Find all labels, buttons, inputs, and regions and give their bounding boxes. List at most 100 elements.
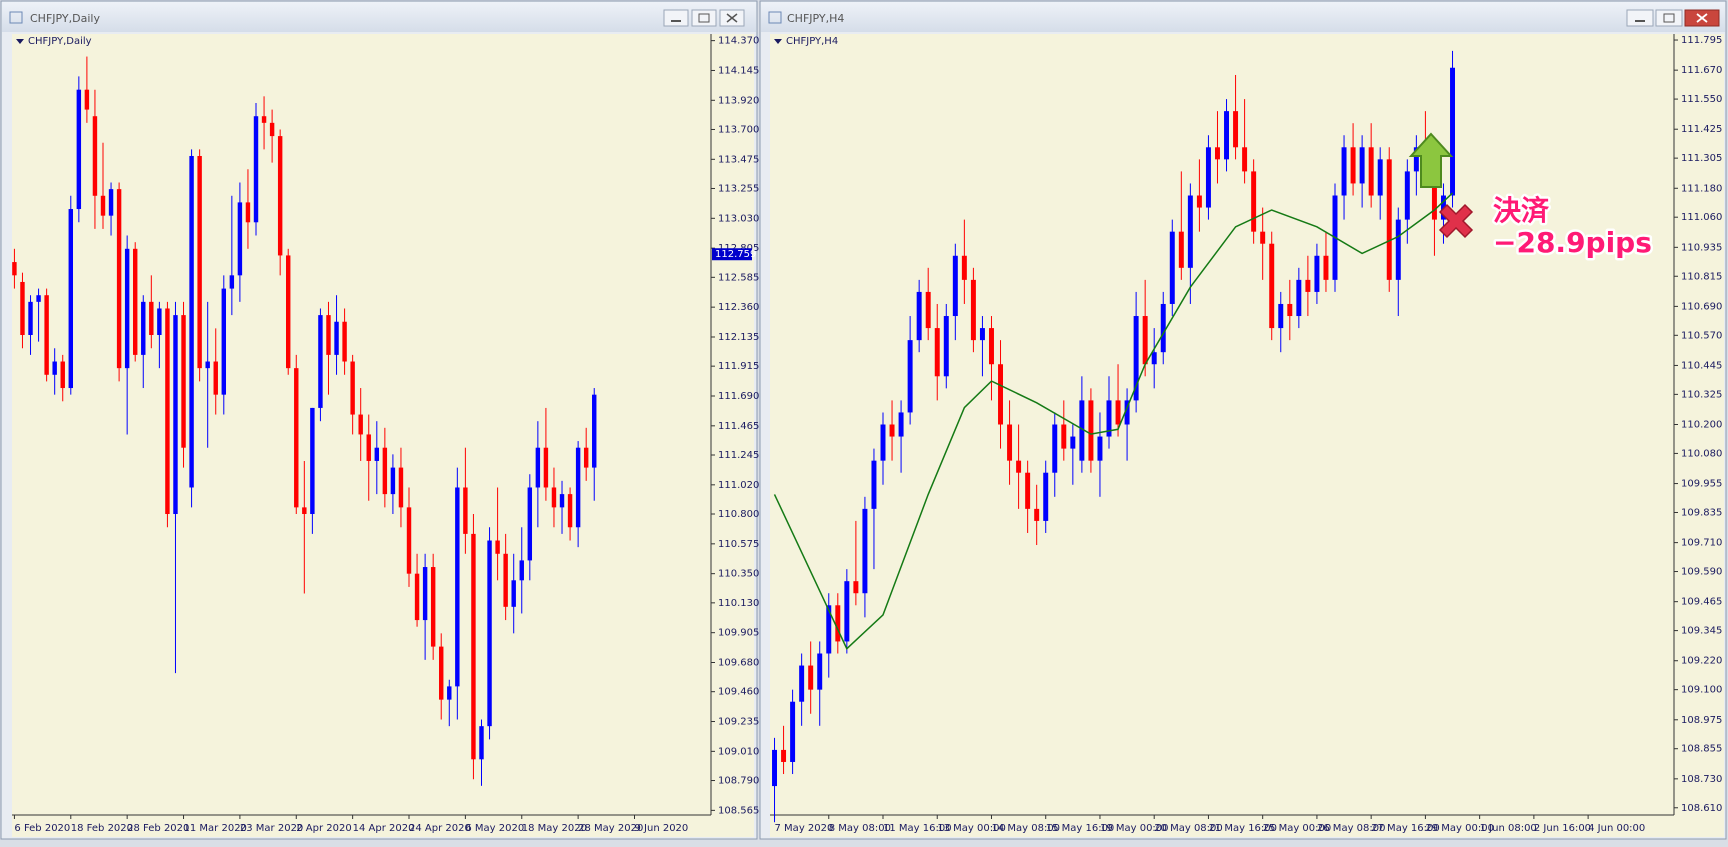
x-tick-label: 18 May 2020	[522, 823, 587, 834]
candle-body	[853, 581, 859, 594]
annotation: 決済	[1493, 194, 1550, 227]
candle-body	[952, 255, 958, 317]
candle-body	[559, 494, 565, 508]
candle-body	[1205, 147, 1211, 208]
x-tick-label: 4 Jun 00:00	[1588, 823, 1645, 834]
candle-body	[527, 487, 533, 561]
candle-body	[221, 288, 227, 395]
candle-body	[92, 116, 98, 196]
y-tick-label: 109.465	[1681, 597, 1722, 608]
candle-body	[1260, 231, 1266, 244]
candle-body	[197, 155, 202, 369]
candle-body	[294, 368, 299, 508]
candle-body	[998, 364, 1004, 425]
candle-body	[414, 573, 420, 621]
candle-body	[1251, 171, 1257, 232]
x-tick-label: 20 May 08:00	[1154, 823, 1223, 834]
y-tick-label: 110.325	[1681, 389, 1722, 400]
y-tick-label: 111.795	[1681, 35, 1722, 46]
candle-body	[1368, 147, 1374, 196]
candle-body	[455, 487, 460, 687]
y-tick-label: 109.460	[718, 687, 759, 698]
window-buttons[interactable]	[663, 9, 745, 27]
candle-body	[503, 553, 508, 607]
candle-body	[826, 605, 832, 654]
y-tick-label: 110.690	[1681, 301, 1722, 312]
candle-body	[342, 321, 347, 362]
window-buttons[interactable]	[1626, 9, 1720, 27]
candle-body	[382, 447, 388, 495]
candle-body	[141, 301, 146, 355]
candle-body	[1359, 147, 1365, 184]
candle-body	[1178, 231, 1184, 268]
candle-body	[20, 281, 25, 335]
x-tick-label: 6 Feb 2020	[14, 823, 70, 834]
y-tick-label: 112.585	[718, 272, 759, 283]
annotation: −28.9pips	[1493, 226, 1652, 259]
candle-body	[253, 116, 259, 223]
y-tick-label: 108.975	[1681, 715, 1722, 726]
candle-body	[808, 665, 814, 690]
candle-body	[1124, 400, 1130, 425]
x-tick-label: 11 Mar 2020	[184, 823, 247, 834]
candle-body	[350, 361, 355, 415]
moving-average	[773, 192, 1454, 650]
y-tick-label: 110.815	[1681, 271, 1722, 282]
axis-panel	[770, 815, 1674, 837]
close-x-icon	[1438, 203, 1474, 239]
candle-body	[1350, 147, 1356, 184]
candle-body	[406, 507, 412, 574]
y-tick-label: 111.180	[1681, 183, 1722, 194]
candle-body	[1043, 472, 1049, 521]
candle-body	[302, 507, 307, 515]
candle-body	[880, 424, 886, 461]
y-tick-label: 110.570	[1681, 330, 1722, 341]
candle-body	[551, 487, 557, 508]
y-tick-label: 110.800	[718, 509, 759, 520]
candle-body	[173, 315, 178, 515]
candle-body	[1278, 303, 1284, 329]
candle-body	[326, 315, 331, 355]
candle-body	[189, 155, 194, 488]
candle-body	[12, 262, 17, 276]
y-tick-label: 113.920	[718, 95, 759, 106]
window-icon	[768, 11, 782, 24]
candle-body	[205, 361, 210, 369]
y-tick-label: 109.590	[1681, 567, 1722, 578]
y-tick-label: 108.790	[718, 776, 759, 787]
window-title: CHFJPY,H4	[787, 12, 844, 25]
y-tick-label: 111.020	[718, 480, 759, 491]
candle-body	[961, 255, 967, 280]
candle-body	[1413, 147, 1419, 172]
y-tick-label: 111.245	[718, 450, 759, 461]
candle-body	[1088, 400, 1094, 461]
candle-body	[889, 424, 895, 437]
candle-body	[1079, 400, 1085, 461]
candle-body	[36, 295, 41, 302]
x-tick-label: 25 May 00:00	[1263, 823, 1332, 834]
candle-body	[781, 749, 787, 762]
candle-body	[398, 467, 404, 508]
candle-body	[84, 89, 90, 110]
candle-body	[261, 116, 267, 123]
y-tick-label: 109.100	[1681, 685, 1722, 696]
candle-body	[1377, 159, 1383, 196]
candle-body	[471, 533, 476, 760]
x-tick-label: 8 May 08:00	[829, 823, 891, 834]
y-tick-label: 109.220	[1681, 656, 1722, 667]
y-tick-label: 110.445	[1681, 360, 1722, 371]
candle-body	[1025, 472, 1031, 509]
y-tick-label: 108.565	[718, 805, 759, 816]
candle-body	[245, 202, 251, 223]
y-tick-label: 109.680	[718, 658, 759, 669]
candle-body	[575, 447, 581, 528]
candle-body	[1233, 111, 1239, 148]
candle-body	[862, 508, 868, 594]
candle-body	[1133, 316, 1139, 401]
y-tick-label: 111.060	[1681, 212, 1722, 223]
y-tick-label: 108.730	[1681, 774, 1722, 785]
candle-body	[1187, 195, 1193, 268]
candle-body	[1386, 159, 1392, 280]
axis-panel	[12, 815, 711, 837]
